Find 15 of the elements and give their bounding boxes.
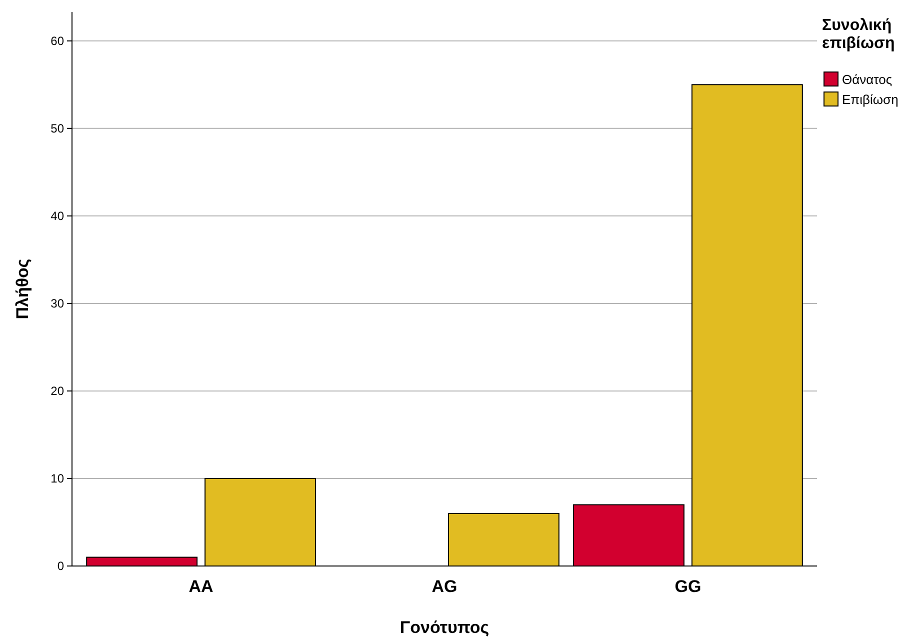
- y-tick-label: 60: [50, 34, 64, 48]
- y-tick-label: 10: [50, 472, 64, 486]
- y-tick-label: 50: [50, 122, 64, 136]
- y-axis-title: Πλήθος: [13, 258, 32, 320]
- x-tick-label: GG: [674, 577, 702, 596]
- legend-label: Θάνατος: [842, 72, 892, 87]
- legend-title: Συνολική επιβίωση: [822, 17, 895, 52]
- y-tick-label: 20: [50, 384, 64, 398]
- y-tick-label: 30: [50, 296, 64, 311]
- y-tick-label: 0: [57, 559, 64, 574]
- x-axis-title: Γονότυπος: [400, 618, 490, 637]
- legend-label: Επιβίωση: [842, 92, 898, 107]
- x-tick-label: AG: [432, 577, 458, 596]
- x-tick-label: AA: [188, 577, 214, 596]
- y-tick-label: 40: [50, 209, 64, 224]
